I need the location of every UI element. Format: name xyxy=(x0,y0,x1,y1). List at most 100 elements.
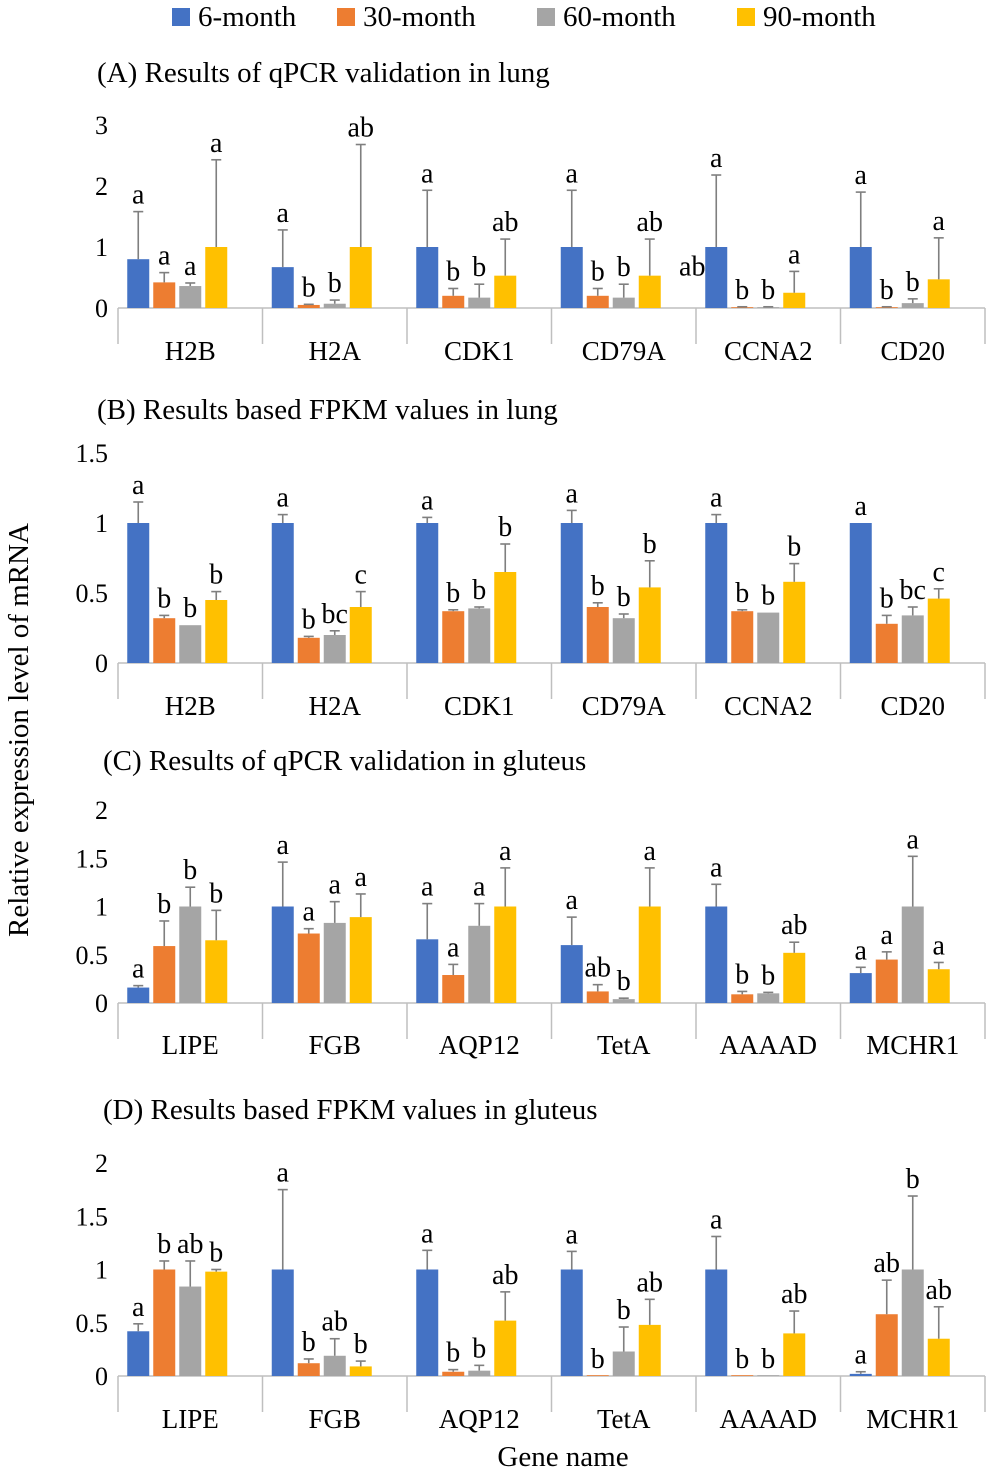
significance-label: b xyxy=(906,267,920,298)
bar xyxy=(205,1271,228,1376)
bar xyxy=(901,906,924,1003)
significance-label: ab xyxy=(926,1275,952,1306)
bar xyxy=(638,906,661,1003)
bar xyxy=(705,1269,728,1376)
bar xyxy=(416,523,439,663)
significance-label: b xyxy=(617,1295,631,1326)
y-tick-label: 2 xyxy=(95,796,108,825)
y-tick-label: 1 xyxy=(95,233,108,262)
bar xyxy=(323,303,346,308)
bar xyxy=(612,618,635,663)
legend-label: 60-month xyxy=(563,0,676,33)
significance-label: b xyxy=(209,1238,223,1269)
bar xyxy=(416,1269,439,1376)
y-tick-label: 2 xyxy=(95,1149,108,1178)
bar xyxy=(442,975,465,1003)
y-tick-label: 0 xyxy=(95,649,108,678)
significance-label: a xyxy=(566,158,579,189)
significance-label: b xyxy=(157,889,171,920)
bar xyxy=(757,1375,780,1376)
x-tick-label: AQP12 xyxy=(439,1404,520,1434)
bar xyxy=(271,523,294,663)
bar xyxy=(494,1320,517,1376)
x-tick-label: H2B xyxy=(165,691,216,721)
bar xyxy=(179,906,202,1003)
significance-label: a xyxy=(907,824,920,855)
chart-panel-a: (A) Results of qPCR validation in lung 0 1… xyxy=(95,57,986,366)
bar xyxy=(612,1351,635,1376)
legend-item-90-month: 90-month xyxy=(737,0,876,34)
x-tick-label: AAAAD xyxy=(720,1404,818,1434)
bar xyxy=(638,587,661,663)
significance-label: a xyxy=(566,885,579,916)
x-tick-label: TetA xyxy=(597,1404,651,1434)
significance-label: a xyxy=(710,1204,723,1235)
significance-label: b xyxy=(617,582,631,613)
bar xyxy=(297,933,320,1003)
significance-label: a xyxy=(933,930,946,961)
x-tick-label: AQP12 xyxy=(439,1030,520,1060)
significance-label: b xyxy=(183,593,197,624)
significance-label: a xyxy=(881,920,894,951)
bar xyxy=(849,247,872,308)
bar xyxy=(586,991,609,1003)
significance-label: b xyxy=(643,529,657,560)
y-tick-label: 3 xyxy=(95,111,108,140)
significance-label: b xyxy=(446,578,460,609)
bar xyxy=(153,946,176,1003)
bar xyxy=(783,292,806,308)
bar xyxy=(179,286,202,308)
significance-label: a xyxy=(303,897,316,928)
significance-label: a xyxy=(933,206,946,237)
x-tick-label: CDK1 xyxy=(444,336,515,366)
bar xyxy=(927,598,950,663)
bar xyxy=(349,917,372,1003)
significance-label: b xyxy=(617,252,631,283)
y-tick-label: 0 xyxy=(95,294,108,323)
bar xyxy=(731,1375,754,1376)
bar xyxy=(849,973,872,1003)
significance-label: a xyxy=(855,160,868,191)
legend-swatch xyxy=(737,8,755,26)
significance-label: a xyxy=(355,862,368,893)
significance-label: b xyxy=(735,578,749,609)
significance-label: a xyxy=(421,1218,434,1249)
significance-label: a xyxy=(421,872,434,903)
bar xyxy=(901,303,924,308)
significance-label: b xyxy=(787,532,801,563)
x-tick-label: FGB xyxy=(308,1404,361,1434)
significance-label: b xyxy=(735,1344,749,1375)
y-tick-label: 1 xyxy=(95,1256,108,1285)
bar xyxy=(731,611,754,663)
significance-label: a xyxy=(277,198,290,229)
significance-label: a xyxy=(277,1158,290,1189)
significance-label: c xyxy=(355,560,367,591)
bar xyxy=(875,307,898,308)
bar xyxy=(127,1331,150,1376)
significance-label: a xyxy=(210,128,223,159)
bar xyxy=(560,1269,583,1376)
x-tick-label: H2B xyxy=(165,336,216,366)
significance-label: a xyxy=(855,1340,868,1371)
bar xyxy=(297,637,320,663)
significance-label: a xyxy=(710,483,723,514)
significance-label: a xyxy=(421,485,434,516)
x-tick-label: CD79A xyxy=(582,336,667,366)
significance-label: b xyxy=(761,275,775,306)
significance-label: b xyxy=(591,256,605,287)
chart-title: (C) Results of qPCR validation in gluteu… xyxy=(103,745,586,777)
y-tick-label: 1.5 xyxy=(76,1202,109,1231)
bar xyxy=(612,297,635,308)
legend-swatch xyxy=(172,8,190,26)
significance-label: b xyxy=(880,583,894,614)
significance-label: ab xyxy=(492,1260,518,1291)
x-tick-label: H2A xyxy=(309,336,362,366)
bar xyxy=(179,1286,202,1376)
bar xyxy=(901,615,924,663)
x-tick-label: MCHR1 xyxy=(866,1030,959,1060)
y-tick-label: 0.5 xyxy=(76,1309,109,1338)
bar xyxy=(731,307,754,308)
bar xyxy=(586,295,609,308)
bar xyxy=(757,612,780,663)
